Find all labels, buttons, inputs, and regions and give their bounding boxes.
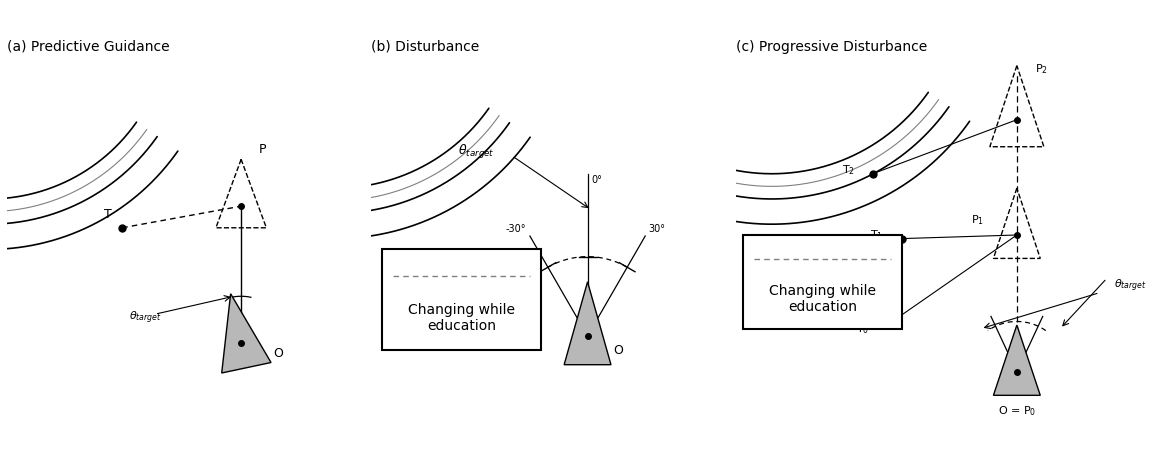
Text: O: O	[612, 344, 623, 357]
Text: Changing while
education: Changing while education	[769, 283, 876, 314]
Text: T$_2$: T$_2$	[842, 163, 855, 177]
Text: (b) Disturbance: (b) Disturbance	[371, 39, 479, 54]
Text: T$_1$: T$_1$	[871, 228, 884, 242]
Text: -30°: -30°	[506, 224, 526, 234]
Text: P$_1$: P$_1$	[971, 214, 985, 227]
Text: $\theta_{target}$: $\theta_{target}$	[1115, 277, 1147, 294]
Text: $\theta_{target}$: $\theta_{target}$	[130, 310, 162, 326]
Text: $\theta_{target}$: $\theta_{target}$	[457, 143, 494, 161]
FancyBboxPatch shape	[383, 250, 541, 350]
Text: T$_0$: T$_0$	[856, 322, 869, 336]
FancyBboxPatch shape	[743, 235, 902, 329]
Polygon shape	[994, 325, 1040, 395]
Text: 0°: 0°	[591, 174, 602, 185]
Text: 30°: 30°	[649, 224, 665, 234]
Text: (a) Predictive Guidance: (a) Predictive Guidance	[7, 39, 170, 54]
Polygon shape	[222, 294, 271, 373]
Text: Changing while
education: Changing while education	[408, 303, 515, 333]
Text: O: O	[273, 347, 284, 360]
Text: O = P$_0$: O = P$_0$	[997, 404, 1036, 418]
Text: T: T	[103, 208, 111, 220]
Text: P: P	[260, 143, 267, 156]
Text: P$_2$: P$_2$	[1035, 63, 1048, 77]
Polygon shape	[564, 282, 611, 365]
Text: (c) Progressive Disturbance: (c) Progressive Disturbance	[735, 39, 927, 54]
